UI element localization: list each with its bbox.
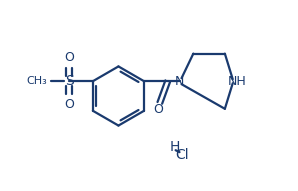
Text: H: H <box>170 140 180 154</box>
Text: O: O <box>153 103 163 116</box>
Text: O: O <box>64 98 74 111</box>
Text: CH₃: CH₃ <box>27 76 47 86</box>
Text: N: N <box>175 75 184 88</box>
Text: O: O <box>64 51 74 64</box>
Text: NH: NH <box>227 75 246 88</box>
Text: S: S <box>65 74 74 88</box>
Text: Cl: Cl <box>176 148 189 162</box>
